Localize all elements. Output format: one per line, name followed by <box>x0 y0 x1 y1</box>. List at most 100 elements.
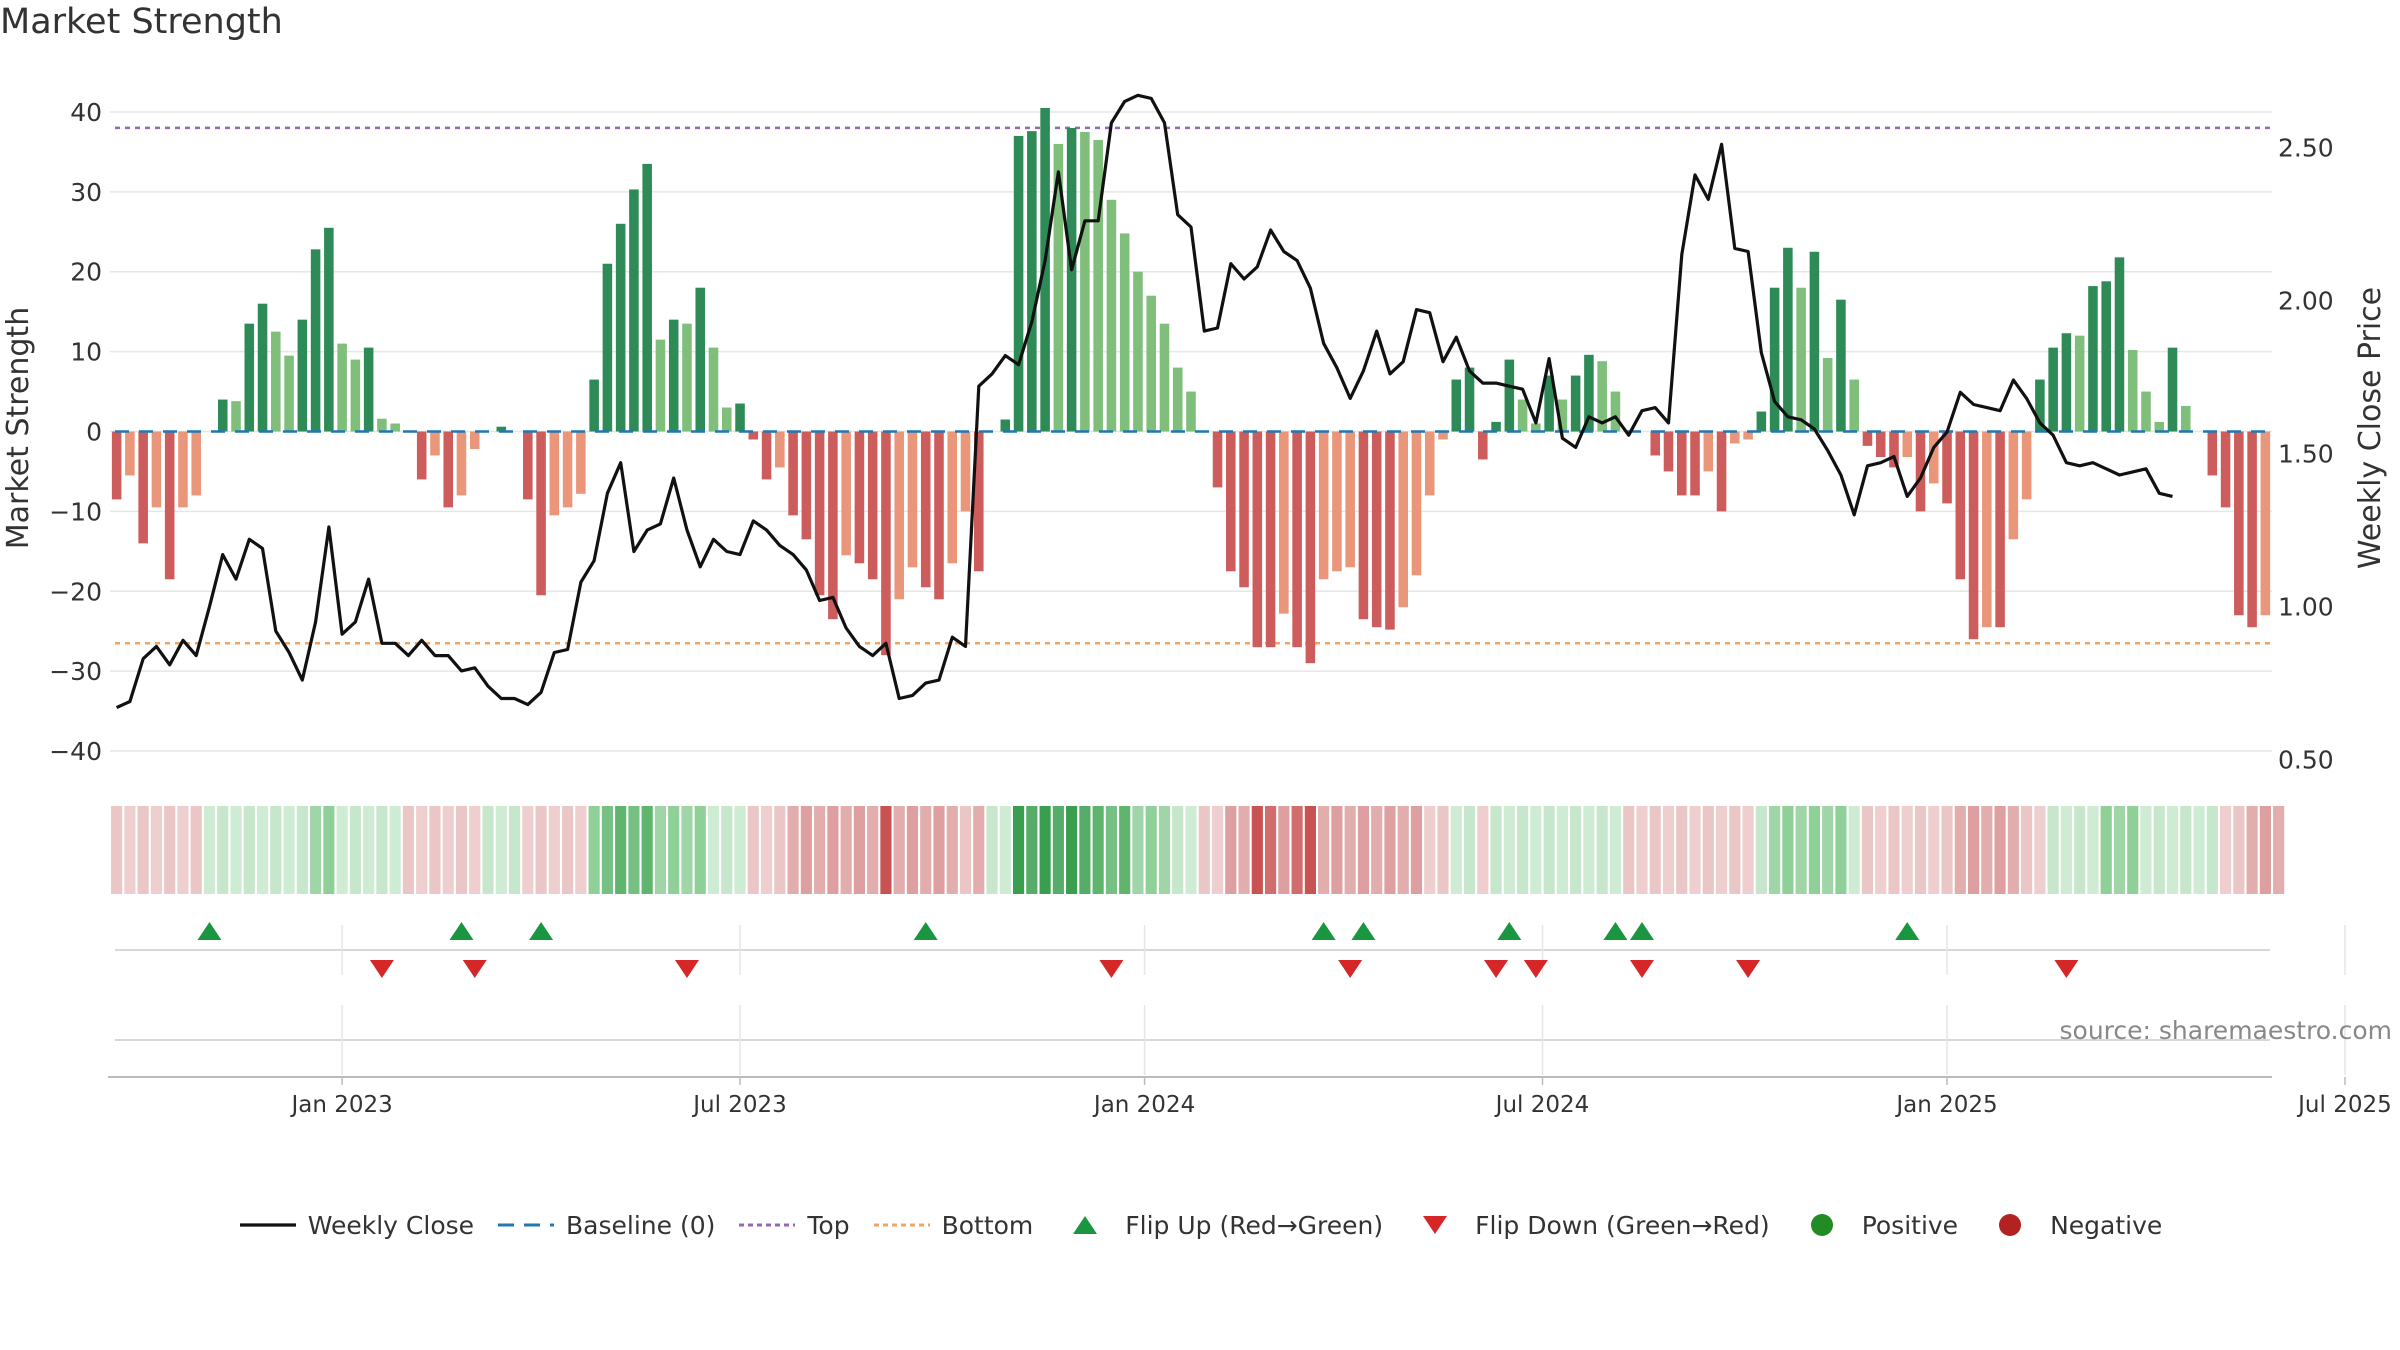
strength-bar <box>2101 281 2111 432</box>
source-credit: source: sharemaestro.com <box>2059 1016 2393 1045</box>
strength-bar <box>1769 287 1780 432</box>
strength-bar <box>695 287 706 432</box>
strength-bar <box>1358 431 1369 620</box>
strength-bar <box>1186 391 1196 432</box>
heat-band-cell <box>2047 806 2059 894</box>
strength-bar <box>1783 247 1793 432</box>
x-tick-label: Jan 2024 <box>1092 1092 1195 1118</box>
heat-band-cell <box>1238 806 1250 894</box>
heat-band-cell <box>2074 806 2086 894</box>
strength-bar <box>775 431 785 468</box>
heat-band-cell <box>800 806 812 894</box>
flip-up-marker <box>1351 922 1376 940</box>
strength-bar <box>390 423 400 432</box>
strength-bar <box>960 431 971 512</box>
heat-band-cell <box>1092 806 1104 894</box>
heat-band-cell <box>1477 806 1489 894</box>
heat-band-cell <box>522 806 534 894</box>
strength-bar <box>1279 431 1289 614</box>
heat-band-cell <box>2127 806 2139 894</box>
heat-band-cell <box>1822 806 1834 894</box>
flip-down-marker <box>1523 960 1548 978</box>
strength-bar <box>642 163 652 432</box>
strength-bar <box>1053 143 1064 432</box>
heat-band-cell <box>575 806 587 894</box>
strength-bar <box>1796 287 1806 432</box>
strength-bar <box>1968 431 1979 640</box>
heat-band-cell <box>1450 806 1462 894</box>
strength-bar <box>191 431 201 496</box>
legend-item-close: Weekly Close <box>238 1210 474 1240</box>
heat-band-cell <box>721 806 733 894</box>
heat-band-cell <box>1954 806 1966 894</box>
heat-band-cell <box>1596 806 1608 894</box>
heat-band-cell <box>1503 806 1515 894</box>
strength-bar <box>350 359 361 432</box>
flip-up-marker <box>529 922 554 940</box>
legend-item-bottom: Bottom <box>872 1210 1033 1240</box>
heat-band-cell <box>986 806 998 894</box>
heat-band-cell <box>734 806 746 894</box>
y-tick-label: 20 <box>70 258 102 287</box>
heat-band-cell <box>376 806 388 894</box>
strength-bar <box>668 319 679 432</box>
y-right-tick-label: 1.50 <box>2278 440 2334 469</box>
heat-band-cell <box>256 806 269 894</box>
strength-bar <box>788 431 798 516</box>
heat-band-cell <box>124 806 136 894</box>
strength-bar <box>377 418 387 432</box>
heat-band-cell <box>535 806 547 894</box>
heat-band-cell <box>1172 806 1184 894</box>
chart-title: Market Strength <box>0 2 283 42</box>
heat-band-cell <box>906 806 919 894</box>
heat-band-cell <box>442 806 454 894</box>
heat-band-cell <box>1225 806 1237 894</box>
heat-band-cell <box>973 806 985 894</box>
heat-band-cell <box>787 806 799 894</box>
strength-bar <box>178 431 188 508</box>
strength-bar <box>828 431 838 620</box>
y-tick-label: 10 <box>70 338 102 367</box>
legend-label: Weekly Close <box>307 1210 475 1240</box>
heat-band-cell <box>827 806 839 894</box>
flip-down-marker <box>1629 960 1654 978</box>
heat-band-cell <box>164 806 176 894</box>
heat-band-cell <box>1384 806 1396 894</box>
heat-band-cell <box>389 806 401 894</box>
strength-bar <box>2141 391 2151 432</box>
heat-band-cell <box>2233 806 2245 894</box>
strength-bar <box>1226 431 1236 572</box>
strength-bar <box>125 431 135 476</box>
heat-band-cell <box>1782 806 1794 894</box>
heat-band-cell <box>2021 806 2033 894</box>
heat-band-cell <box>893 806 905 894</box>
strength-bar <box>1650 431 1661 456</box>
strength-bar <box>615 223 626 432</box>
strength-bar <box>1504 359 1515 432</box>
heat-band-cell <box>2087 806 2099 894</box>
heat-band-cell <box>1052 806 1064 894</box>
heat-band-cell <box>1105 806 1117 894</box>
strength-bar <box>1836 299 1846 432</box>
heat-band-cell <box>349 806 361 894</box>
strength-bar <box>2088 286 2098 432</box>
strength-bar <box>2260 431 2271 616</box>
legend-label: Baseline (0) <box>566 1210 716 1240</box>
strength-bar <box>1371 431 1382 628</box>
heat-band-cell <box>230 806 242 894</box>
heat-band-cell <box>495 806 507 894</box>
legend-swatch-baseline <box>498 1223 555 1227</box>
strength-bar <box>2127 350 2138 432</box>
strength-bar <box>1955 431 1966 580</box>
strength-bar <box>138 431 148 544</box>
strength-bar <box>1424 431 1435 496</box>
strength-bar <box>1915 431 1926 512</box>
strength-bar <box>284 355 294 432</box>
strength-bar <box>231 401 241 432</box>
strength-bar <box>1889 431 1899 468</box>
strength-bar <box>761 431 772 480</box>
strength-bar <box>1982 431 1992 628</box>
strength-bar <box>164 431 175 580</box>
legend-item-top: Top <box>737 1210 850 1240</box>
strength-bar <box>1902 431 1913 458</box>
